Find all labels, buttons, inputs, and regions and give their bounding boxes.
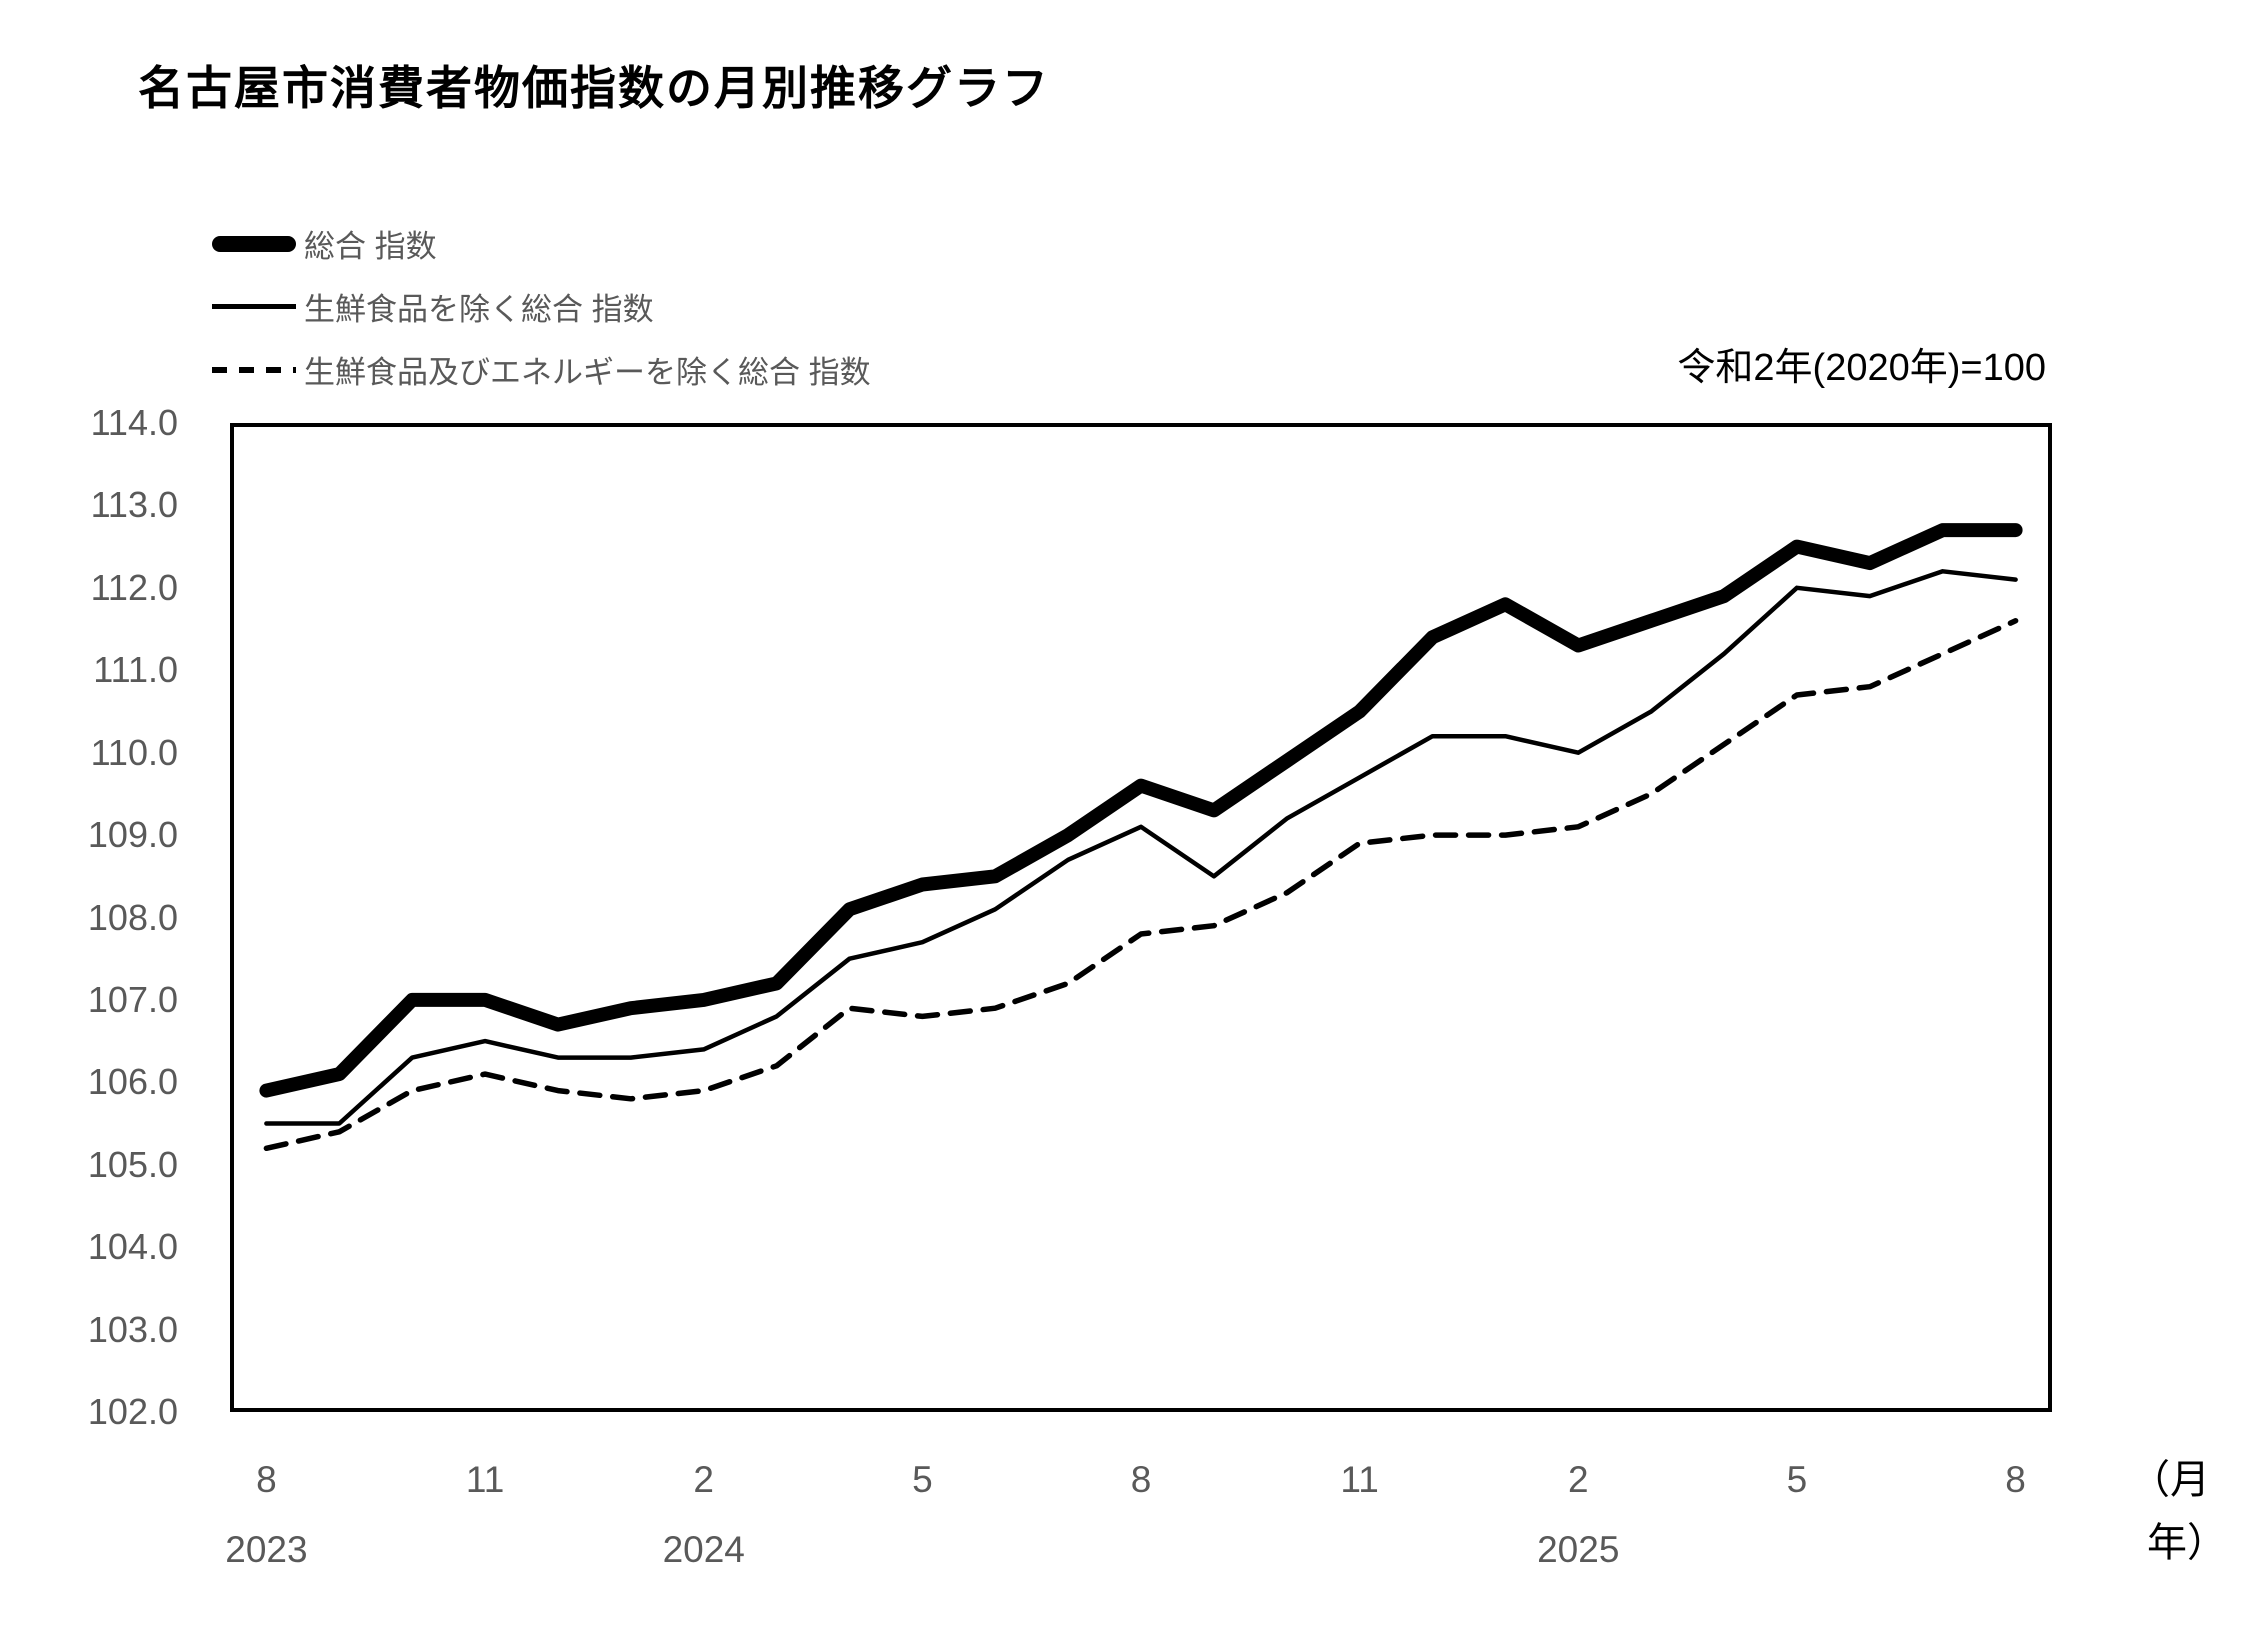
chart-title: 名古屋市消費者物価指数の月別推移グラフ — [138, 62, 1050, 114]
x-tick-month-9: 5 — [912, 1459, 933, 1500]
y-tick-103.0: 103.0 — [87, 1308, 178, 1350]
x-tick-month-18: 2 — [1567, 1459, 1589, 1500]
x-tick-month-21: 5 — [1786, 1459, 1808, 1500]
y-tick-104.0: 104.0 — [87, 1226, 178, 1268]
x-tick-year-2024: 2024 — [662, 1529, 745, 1570]
x-tick-year-2025: 2025 — [1537, 1529, 1620, 1570]
base-year-note: 令和2年(2020年)=100 — [1677, 347, 2046, 389]
legend-label-ex-fresh: 生鮮食品を除く総合 指数 — [304, 292, 654, 327]
x-tick-month-6: 2 — [693, 1459, 714, 1500]
y-tick-109.0: 109.0 — [87, 814, 178, 856]
plot-border — [230, 423, 2052, 1412]
thin-line-swatch-icon — [212, 304, 296, 309]
x-tick-month-3: 11 — [465, 1459, 505, 1500]
y-tick-107.0: 107.0 — [87, 978, 178, 1020]
y-tick-110.0: 110.0 — [90, 731, 178, 773]
y-tick-113.0: 113.0 — [90, 484, 178, 526]
y-tick-105.0: 105.0 — [87, 1143, 178, 1185]
x-axis-year-unit-label: 年） — [2147, 1521, 2227, 1565]
x-tick-month-15: 11 — [1340, 1459, 1379, 1500]
legend-item-total: 総合 指数 — [212, 212, 871, 275]
x-tick-year-2023: 2023 — [225, 1529, 308, 1570]
y-tick-108.0: 108.0 — [87, 896, 178, 938]
y-tick-102.0: 102.0 — [87, 1391, 178, 1432]
legend-item-ex-fresh: 生鮮食品を除く総合 指数 — [212, 275, 871, 338]
series-line-total — [259, 523, 2023, 1098]
x-tick-month-12: 8 — [1130, 1459, 1152, 1500]
series-line-ex-fresh — [264, 569, 2018, 1126]
y-tick-112.0: 112.0 — [90, 566, 178, 608]
x-tick-month-0: 8 — [256, 1459, 277, 1500]
plot-area — [230, 423, 2052, 1412]
y-tick-106.0: 106.0 — [87, 1061, 178, 1103]
legend-item-ex-fresh-energy: 生鮮食品及びエネルギーを除く総合 指数 — [212, 338, 871, 401]
series-line-ex-fresh-energy — [263, 618, 2019, 1152]
legend-label-ex-fresh-energy: 生鮮食品及びエネルギーを除く総合 指数 — [304, 355, 871, 390]
legend: 総合 指数 生鮮食品を除く総合 指数 生鮮食品及びエネルギーを除く総合 指数 — [212, 212, 871, 401]
y-tick-111.0: 111.0 — [93, 649, 178, 691]
legend-label-total: 総合 指数 — [304, 229, 437, 264]
thick-line-swatch-icon — [212, 235, 296, 252]
x-axis-month-unit-label: （月 — [2130, 1458, 2210, 1502]
x-tick-month-24: 8 — [2005, 1459, 2026, 1500]
dashed-line-swatch-icon — [212, 366, 296, 373]
y-tick-114.0: 114.0 — [90, 402, 178, 443]
